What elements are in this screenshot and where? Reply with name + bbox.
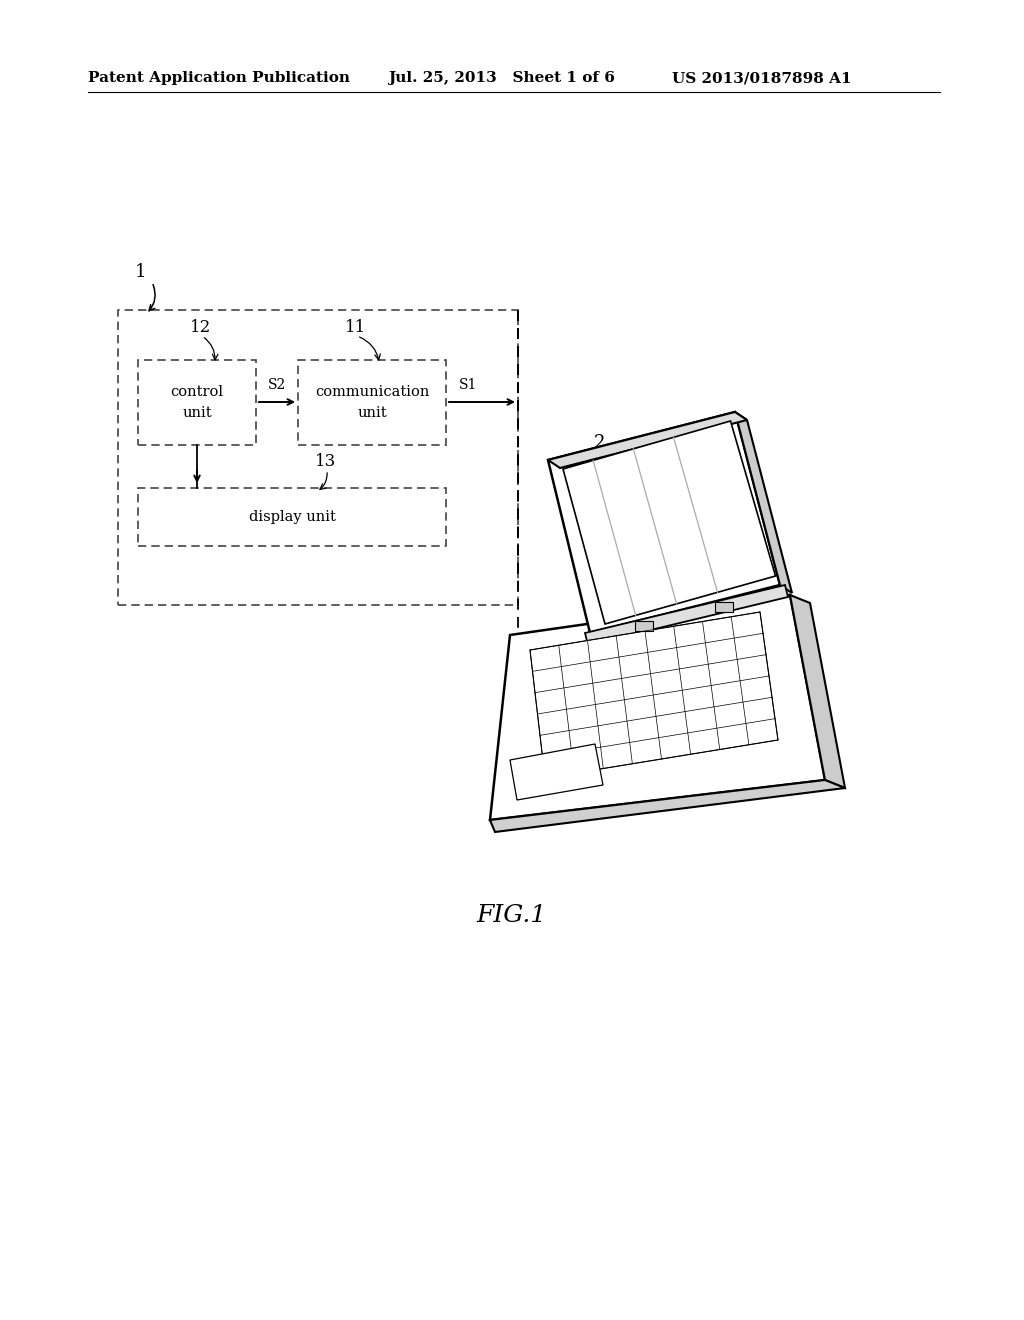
Polygon shape (735, 412, 792, 593)
Polygon shape (490, 595, 825, 820)
Polygon shape (548, 412, 780, 634)
Bar (138, 360, 256, 445)
Text: 11: 11 (345, 319, 367, 337)
Text: control
unit: control unit (171, 385, 223, 420)
Text: FIG.1: FIG.1 (477, 903, 547, 927)
Text: Jul. 25, 2013   Sheet 1 of 6: Jul. 25, 2013 Sheet 1 of 6 (388, 71, 614, 84)
Polygon shape (563, 421, 775, 624)
Polygon shape (510, 744, 603, 800)
Polygon shape (585, 585, 788, 645)
Text: 1: 1 (135, 263, 146, 281)
Text: US 2013/0187898 A1: US 2013/0187898 A1 (672, 71, 852, 84)
Bar (298, 360, 446, 445)
Text: Patent Application Publication: Patent Application Publication (88, 71, 350, 84)
Polygon shape (490, 780, 845, 832)
Bar (118, 310, 518, 605)
Bar (715, 602, 733, 611)
Polygon shape (548, 412, 746, 469)
Text: 2: 2 (594, 434, 605, 451)
Text: display unit: display unit (249, 510, 336, 524)
Text: 13: 13 (315, 454, 336, 470)
Text: S2: S2 (268, 378, 286, 392)
Text: 12: 12 (190, 319, 211, 337)
Bar (635, 620, 653, 631)
Polygon shape (790, 595, 845, 788)
Polygon shape (530, 612, 778, 777)
Bar (138, 488, 446, 546)
Text: S1: S1 (459, 378, 477, 392)
Text: communication
unit: communication unit (314, 385, 429, 420)
